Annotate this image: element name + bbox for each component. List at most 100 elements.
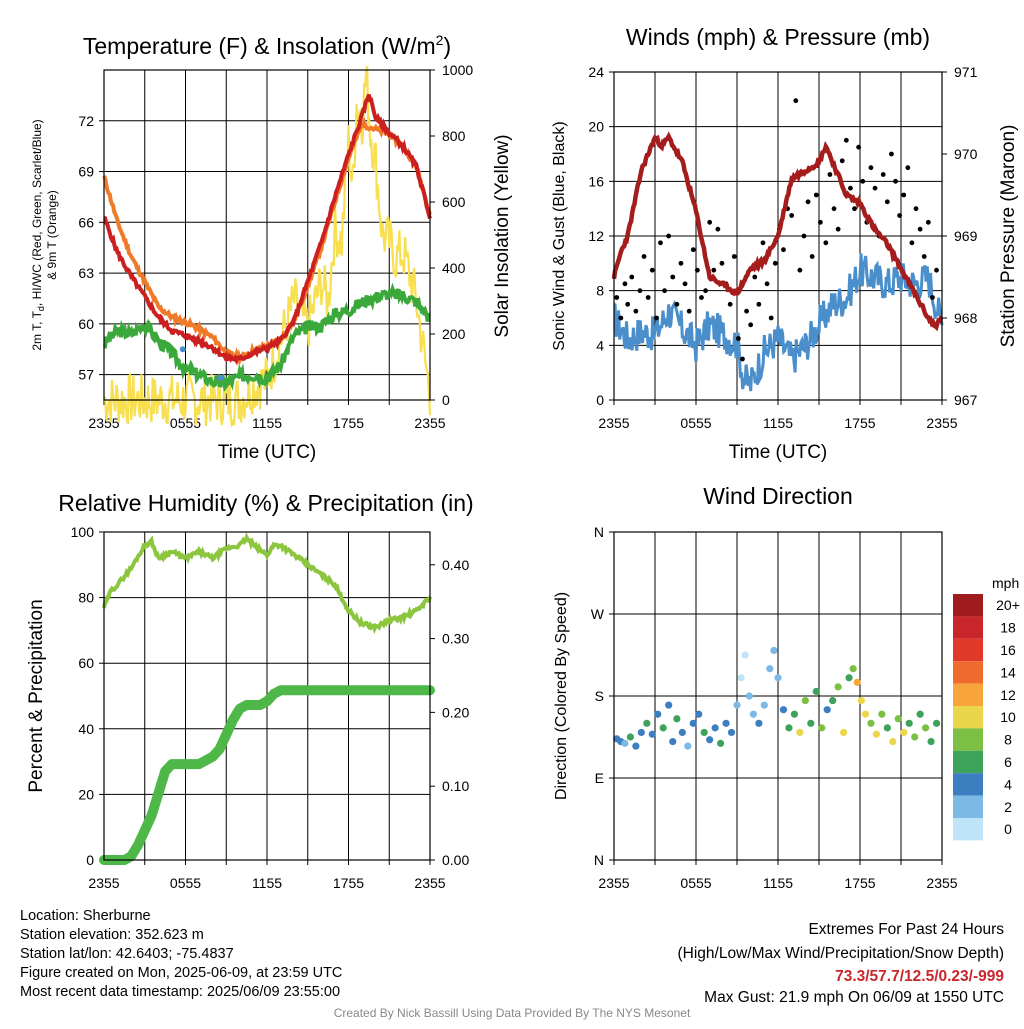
gust-point — [694, 267, 700, 273]
y-tick-label: 63 — [78, 265, 94, 281]
speed-legend-swatch — [953, 661, 983, 684]
gust-point — [823, 240, 829, 246]
speed-legend-swatch — [953, 638, 983, 662]
gust-point — [711, 267, 717, 273]
gust-point — [905, 165, 911, 171]
y-tick-label: 24 — [588, 64, 604, 80]
gust-point — [658, 240, 663, 246]
gust-point — [909, 240, 915, 246]
gust-point — [719, 260, 725, 266]
gust-point — [727, 301, 733, 307]
direction-point — [673, 715, 681, 723]
y-tick-label: 40 — [78, 721, 94, 737]
y2-tick-label: 800 — [442, 128, 466, 144]
x-tick-label: 2355 — [414, 875, 445, 891]
speed-legend-label: 0 — [1004, 821, 1012, 837]
x-tick-label: 1155 — [252, 875, 282, 891]
elevation-text: Station elevation: 352.623 m — [20, 927, 204, 943]
x-tick-label: 0555 — [170, 415, 201, 431]
x-tick-label: 1155 — [252, 415, 282, 431]
y-tick-label: 69 — [78, 164, 94, 180]
plot-border — [103, 69, 431, 401]
direction-point — [711, 724, 719, 732]
y-tick-label: 4 — [596, 337, 604, 353]
credit-text: Created By Nick Bassill Using Data Provi… — [333, 1006, 691, 1020]
gust-point — [744, 308, 749, 314]
direction-point — [872, 730, 881, 738]
direction-point — [722, 719, 730, 727]
speed-legend-label: 10 — [1000, 709, 1016, 725]
gust-point — [789, 213, 795, 218]
y-tick-label: 0 — [596, 392, 604, 408]
gust-point — [868, 165, 874, 171]
direction-point — [755, 719, 763, 727]
gust-point — [618, 315, 624, 321]
humidity-title: Relative Humidity (%) & Precipitation (i… — [58, 490, 473, 516]
direction-point — [812, 687, 820, 696]
gust-point — [901, 192, 907, 198]
y-tick-label: 100 — [71, 524, 95, 540]
direction-point — [669, 737, 677, 746]
gust-point — [925, 219, 931, 225]
y-tick-label: N — [594, 852, 604, 868]
direction-point — [621, 739, 629, 747]
winds-xlabel: Time (UTC) — [729, 442, 828, 463]
direction-point — [883, 724, 891, 732]
gust-point — [801, 233, 807, 239]
speed-legend-title: mph — [992, 575, 1019, 591]
gust-point — [666, 233, 672, 239]
gust-point — [921, 254, 927, 259]
speed-legend-swatch — [953, 683, 983, 706]
gust-point — [678, 260, 684, 266]
speed-legend-label: 20+ — [996, 597, 1020, 613]
y-tick-label: 20 — [78, 786, 94, 802]
winds-title: Winds (mph) & Pressure (mb) — [626, 24, 930, 50]
direction-point — [774, 674, 782, 682]
y2-tick-label: 0.30 — [442, 631, 469, 647]
direction-point — [853, 678, 861, 686]
pressure-y2label: Station Pressure (Maroon) — [998, 125, 1019, 348]
y-tick-label: 16 — [588, 173, 604, 189]
temperature-ylabel-line2: & 9m T (Orange) — [45, 190, 59, 280]
gust-point — [740, 356, 745, 362]
gust-point — [797, 267, 803, 273]
speed-legend-label: 4 — [1004, 776, 1012, 792]
y-tick-label: 72 — [78, 113, 94, 129]
y-tick-label: S — [595, 688, 604, 704]
extremes-title: Extremes For Past 24 Hours — [808, 921, 1004, 938]
speed-legend-label: 2 — [1004, 799, 1012, 815]
speed-legend-swatch — [953, 706, 983, 729]
gust-point — [889, 151, 894, 157]
x-tick-label: 2355 — [414, 415, 445, 431]
direction-point — [829, 696, 837, 705]
direction-point — [733, 701, 741, 709]
extremes-info: Extremes For Past 24 Hours (High/Low/Max… — [678, 918, 1005, 1008]
winds-ylabel: Sonic Wind & Gust (Blue, Black) — [551, 121, 568, 350]
gust-point — [670, 274, 676, 280]
speed-legend-swatch — [953, 773, 983, 796]
plot-border — [613, 531, 943, 861]
direction-point — [894, 715, 902, 723]
windchill-point — [217, 375, 224, 381]
y2-tick-label: 0.10 — [442, 778, 469, 794]
gust-point — [880, 172, 886, 177]
y2-tick-label: 0 — [442, 392, 450, 408]
gust-point — [674, 301, 680, 307]
direction-point — [834, 683, 842, 691]
gust-point — [760, 240, 766, 246]
x-tick-label: 0555 — [680, 415, 711, 431]
gust-point — [682, 281, 688, 287]
direction-point — [857, 696, 865, 705]
gust-point — [756, 301, 762, 307]
gust-point — [827, 172, 833, 177]
gust-point — [781, 247, 786, 253]
gust-point — [699, 295, 704, 300]
speed-legend-label: 14 — [1000, 664, 1016, 680]
max-gust-text: Max Gust: 21.9 mph On 06/09 at 1550 UTC — [704, 989, 1004, 1006]
y2-tick-label: 0.00 — [442, 852, 469, 868]
speed-legend-label: 6 — [1004, 754, 1012, 770]
gust-point — [917, 226, 923, 232]
direction-point — [861, 710, 870, 718]
gust-point — [839, 158, 845, 164]
x-tick-label: 0555 — [680, 875, 711, 891]
